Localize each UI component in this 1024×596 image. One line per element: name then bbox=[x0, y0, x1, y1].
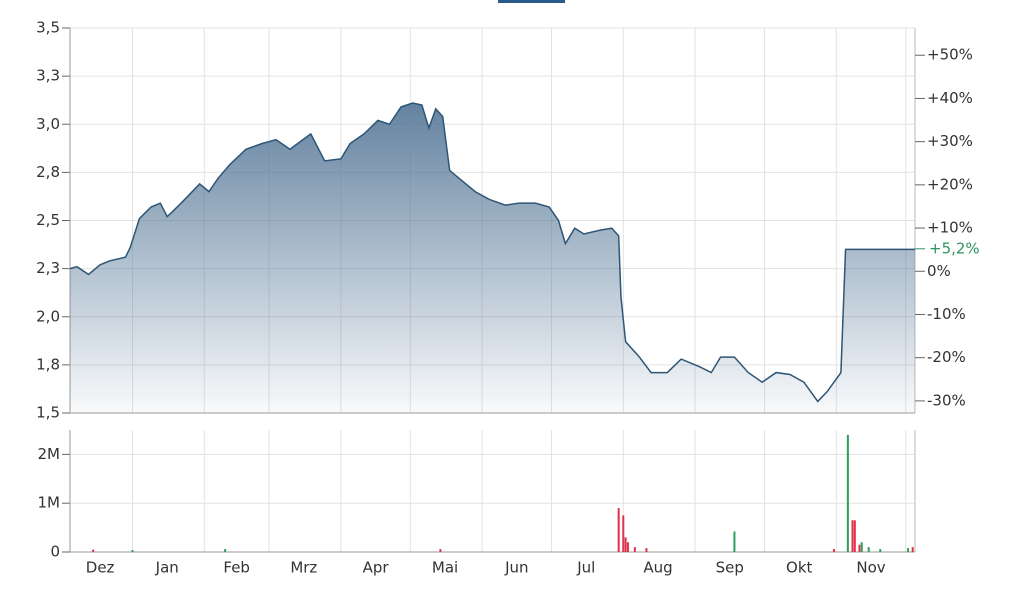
y-tick-label: 2M bbox=[38, 445, 61, 463]
volume-bar bbox=[624, 537, 627, 552]
y2-tick-label: +50% bbox=[927, 46, 973, 64]
volume-bar bbox=[617, 508, 620, 552]
price-line bbox=[69, 102, 915, 403]
y-tick-label: 1,8 bbox=[36, 355, 60, 373]
volume-bar bbox=[907, 548, 910, 552]
current-change-label: +5,2% bbox=[929, 239, 980, 257]
y-tick-label: 2,8 bbox=[36, 163, 60, 181]
volume-bar bbox=[832, 549, 835, 552]
tab-indicator bbox=[498, 0, 565, 3]
x-tick-label: Feb bbox=[223, 559, 250, 577]
volume-bar bbox=[860, 542, 863, 552]
y2-tick-label: +20% bbox=[927, 175, 973, 193]
volume-bar bbox=[858, 544, 861, 552]
x-tick-label: Jul bbox=[576, 559, 595, 577]
x-tick-label: Apr bbox=[363, 559, 390, 577]
x-tick-label: Jun bbox=[504, 559, 528, 577]
y-tick-label: 3,5 bbox=[36, 19, 60, 37]
y2-tick-label: 0% bbox=[927, 262, 951, 280]
volume-bar bbox=[439, 549, 442, 552]
x-tick-label: Sep bbox=[716, 559, 744, 577]
y-tick-label: 2,5 bbox=[36, 211, 60, 229]
volume-bar bbox=[733, 531, 736, 552]
x-tick-label: Jan bbox=[155, 559, 179, 577]
y2-tick-label: +40% bbox=[927, 89, 973, 107]
x-tick-label: Nov bbox=[856, 559, 885, 577]
y-tick-label: 3,3 bbox=[36, 67, 60, 85]
y2-tick-label: +30% bbox=[927, 132, 973, 150]
volume-bar bbox=[879, 549, 882, 552]
price-area bbox=[70, 103, 915, 413]
x-tick-label: Dez bbox=[86, 559, 115, 577]
volume-bar bbox=[851, 520, 854, 552]
x-tick-label: Mai bbox=[432, 559, 458, 577]
x-tick-label: Mrz bbox=[290, 559, 317, 577]
y2-tick-label: -10% bbox=[927, 305, 966, 323]
y2-tick-label: -20% bbox=[927, 348, 966, 366]
volume-bar bbox=[622, 515, 625, 552]
y-tick-label: 0 bbox=[50, 543, 60, 561]
volume-bar bbox=[911, 547, 914, 552]
y-tick-label: 2,0 bbox=[36, 307, 60, 325]
volume-bar bbox=[626, 542, 629, 552]
volume-bar bbox=[853, 520, 856, 552]
volume-bar bbox=[224, 549, 227, 552]
y-tick-label: 3,0 bbox=[36, 115, 60, 133]
y-tick-label: 2,3 bbox=[36, 259, 60, 277]
x-tick-label: Okt bbox=[786, 559, 812, 577]
volume-bar bbox=[867, 547, 870, 552]
volume-bar bbox=[92, 549, 95, 552]
y-tick-label: 1M bbox=[38, 494, 61, 512]
x-tick-label: Aug bbox=[643, 559, 672, 577]
y2-tick-label: -30% bbox=[927, 391, 966, 409]
volume-bar bbox=[131, 550, 134, 552]
volume-bar bbox=[633, 547, 636, 552]
volume-bar bbox=[846, 434, 849, 552]
volume-bar bbox=[645, 548, 648, 552]
y2-tick-label: +10% bbox=[927, 219, 973, 237]
y-tick-label: 1,5 bbox=[36, 404, 60, 422]
